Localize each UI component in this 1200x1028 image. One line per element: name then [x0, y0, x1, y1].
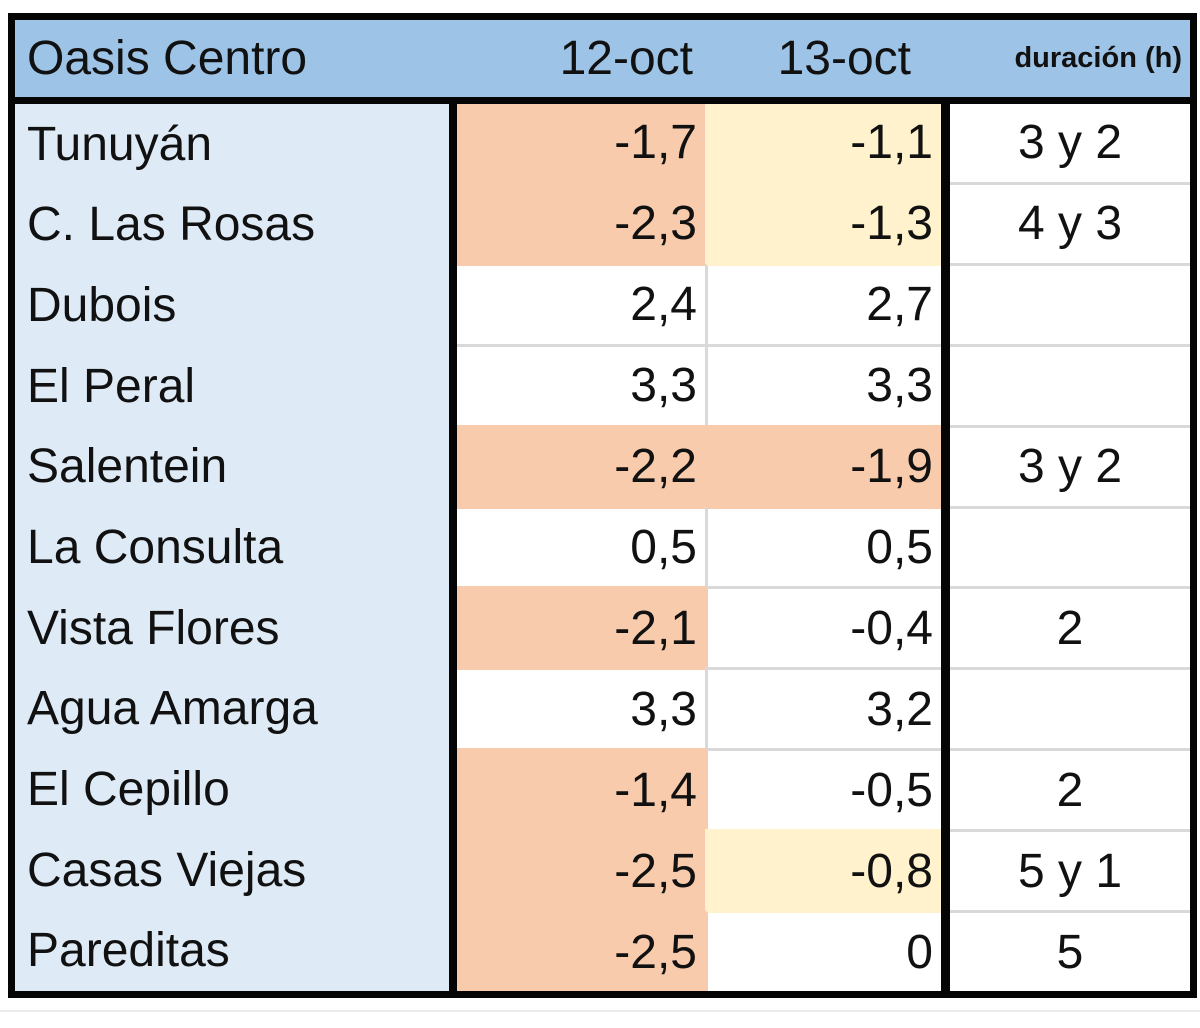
- temp-cell-12oct: -2,5: [457, 910, 705, 991]
- temp-cell-13oct: -0,8: [705, 829, 941, 911]
- duration-cell: 3 y 2: [950, 424, 1190, 506]
- temp-cell-13oct: -1,3: [705, 181, 941, 263]
- temp-cell-13oct: 3,2: [705, 667, 941, 749]
- station-name: Casas Viejas: [27, 843, 307, 897]
- duration-cell: [950, 343, 1190, 425]
- col-header-duracion: duración (h): [1014, 42, 1182, 74]
- station-name: C. Las Rosas: [27, 198, 316, 252]
- temp-cell-13oct: -0,5: [705, 748, 941, 830]
- vertical-divider-left: [449, 104, 457, 991]
- station-name: El Peral: [27, 359, 196, 413]
- temp-cell-12oct: -2,5: [457, 829, 705, 911]
- temp-cell-12oct: 0,5: [457, 505, 705, 587]
- duration-cell: [950, 262, 1190, 344]
- temp-cell-12oct: 3,3: [457, 343, 705, 425]
- duration-cell: [950, 505, 1190, 587]
- temp-13oct-column: -1,1 -1,3 2,7 3,3 -1,9 0,5 -0,4 3,2 -0,5…: [705, 104, 941, 991]
- duration-cell: 3 y 2: [950, 104, 1190, 182]
- temp-cell-12oct: 3,3: [457, 667, 705, 749]
- station-name-column: Tunuyán C. Las Rosas Dubois El Peral Sal…: [15, 104, 449, 991]
- station-name: El Cepillo: [27, 762, 230, 816]
- station-name: Agua Amarga: [27, 682, 318, 736]
- temp-cell-13oct: 0: [705, 910, 941, 991]
- temp-cell-12oct: -2,1: [457, 586, 705, 668]
- table-body: Tunuyán C. Las Rosas Dubois El Peral Sal…: [15, 104, 1190, 991]
- header-divider: [15, 97, 1190, 104]
- page-gridline: [0, 1010, 1200, 1012]
- station-name: Vista Flores: [27, 601, 280, 655]
- station-name: Tunuyán: [27, 117, 213, 171]
- station-name: Pareditas: [27, 924, 230, 978]
- header-row: Oasis Centro 12-oct 13-oct duración (h): [15, 20, 1190, 97]
- temp-cell-13oct: 3,3: [705, 343, 941, 425]
- temp-cell-13oct: 0,5: [705, 505, 941, 587]
- temp-cell-12oct: -2,2: [457, 424, 705, 506]
- station-name: Dubois: [27, 279, 177, 333]
- temp-12oct-column: -1,7 -2,3 2,4 3,3 -2,2 0,5 -2,1 3,3 -1,4…: [457, 104, 705, 991]
- vertical-divider-right: [941, 104, 950, 991]
- temp-cell-12oct: 2,4: [457, 262, 705, 344]
- duration-cell: 4 y 3: [950, 181, 1190, 263]
- temp-cell-13oct: -1,9: [705, 424, 941, 506]
- duration-cell: [950, 667, 1190, 749]
- station-name: La Consulta: [27, 521, 284, 575]
- temp-cell-12oct: -1,7: [457, 104, 705, 182]
- temp-cell-13oct: 2,7: [705, 262, 941, 344]
- duration-cell: 5: [950, 910, 1190, 991]
- temp-cell-13oct: -1,1: [705, 104, 941, 182]
- temp-cell-12oct: -2,3: [457, 181, 705, 263]
- table-title: Oasis Centro: [27, 32, 308, 85]
- oasis-centro-table: Oasis Centro 12-oct 13-oct duración (h) …: [8, 13, 1197, 998]
- temp-cell-12oct: -1,4: [457, 748, 705, 830]
- duration-cell: 5 y 1: [950, 829, 1190, 911]
- col-header-12oct: 12-oct: [559, 32, 693, 85]
- duration-cell: 2: [950, 586, 1190, 668]
- station-name: Salentein: [27, 440, 228, 494]
- duration-column: 3 y 2 4 y 3 3 y 2 2 2 5 y 1 5: [950, 104, 1190, 991]
- duration-cell: 2: [950, 748, 1190, 830]
- col-header-13oct: 13-oct: [777, 32, 911, 85]
- temp-cell-13oct: -0,4: [705, 586, 941, 668]
